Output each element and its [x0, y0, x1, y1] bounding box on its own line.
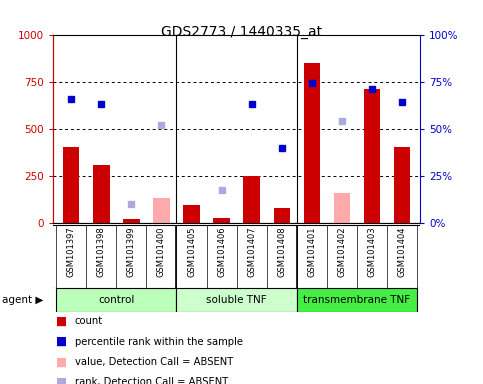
- Text: transmembrane TNF: transmembrane TNF: [303, 295, 411, 305]
- Text: GSM101401: GSM101401: [307, 227, 316, 277]
- Text: GSM101403: GSM101403: [368, 227, 377, 277]
- Bar: [213, 218, 230, 223]
- Text: GSM101398: GSM101398: [97, 227, 106, 277]
- Bar: [63, 147, 80, 223]
- Text: agent ▶: agent ▶: [2, 295, 44, 305]
- Text: ■: ■: [56, 335, 67, 348]
- Bar: [364, 89, 380, 223]
- Bar: [304, 63, 320, 223]
- Text: GSM101397: GSM101397: [67, 227, 76, 277]
- Text: ■: ■: [56, 315, 67, 328]
- Bar: [123, 219, 140, 223]
- Bar: [153, 198, 170, 223]
- Bar: [297, 288, 417, 312]
- Bar: [334, 193, 350, 223]
- Bar: [243, 176, 260, 223]
- Text: count: count: [75, 316, 103, 326]
- Text: GSM101400: GSM101400: [157, 227, 166, 277]
- Text: GSM101408: GSM101408: [277, 227, 286, 277]
- Text: rank, Detection Call = ABSENT: rank, Detection Call = ABSENT: [75, 377, 228, 384]
- Bar: [176, 288, 297, 312]
- Bar: [273, 208, 290, 223]
- Text: GSM101402: GSM101402: [338, 227, 346, 277]
- Bar: [183, 205, 200, 223]
- Text: value, Detection Call = ABSENT: value, Detection Call = ABSENT: [75, 357, 233, 367]
- Text: control: control: [98, 295, 134, 305]
- Text: GSM101407: GSM101407: [247, 227, 256, 277]
- Text: percentile rank within the sample: percentile rank within the sample: [75, 337, 243, 347]
- Text: ■: ■: [56, 376, 67, 384]
- Text: GDS2773 / 1440335_at: GDS2773 / 1440335_at: [161, 25, 322, 39]
- Text: GSM101404: GSM101404: [398, 227, 407, 277]
- Bar: [56, 288, 176, 312]
- Bar: [394, 147, 411, 223]
- Text: GSM101405: GSM101405: [187, 227, 196, 277]
- Text: GSM101399: GSM101399: [127, 227, 136, 277]
- Bar: [93, 166, 110, 223]
- Text: GSM101406: GSM101406: [217, 227, 226, 277]
- Text: ■: ■: [56, 356, 67, 369]
- Text: soluble TNF: soluble TNF: [206, 295, 267, 305]
